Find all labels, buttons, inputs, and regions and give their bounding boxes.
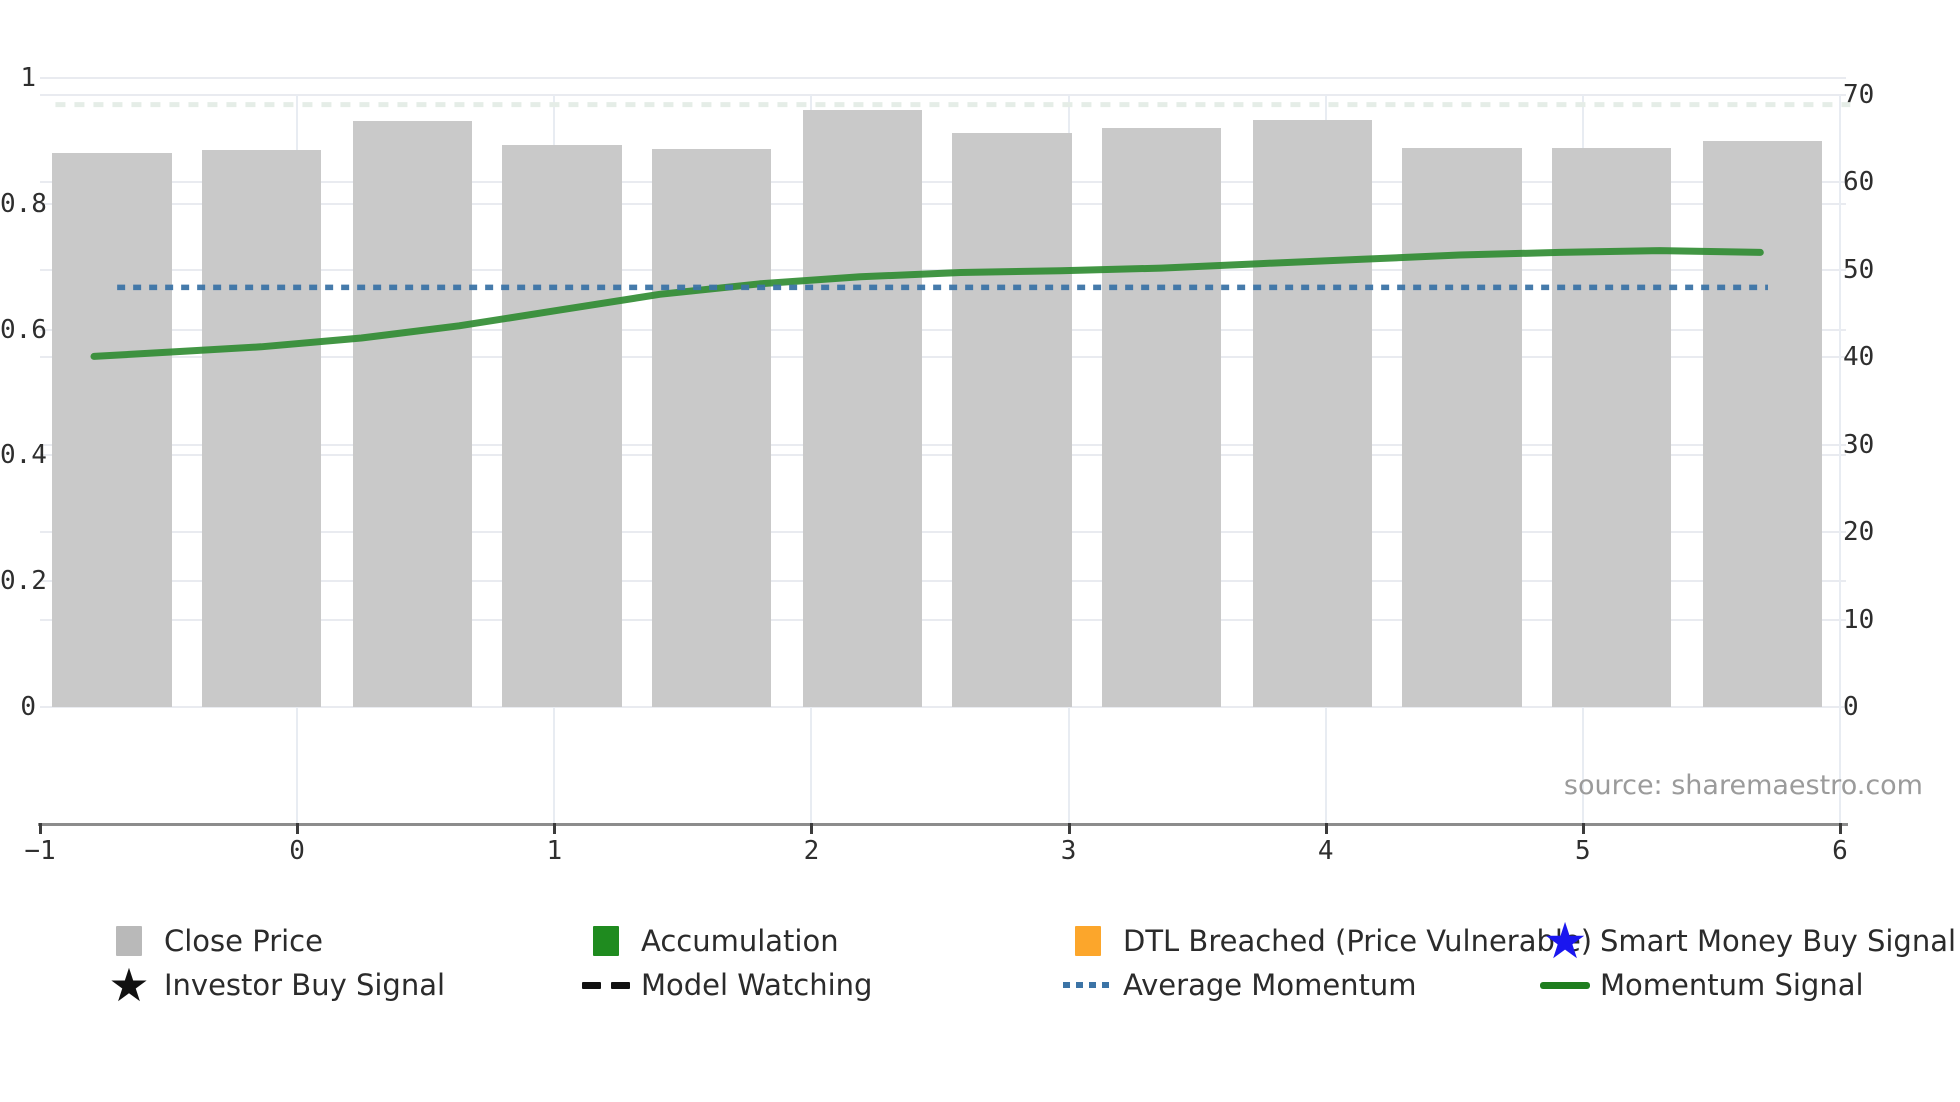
black-dashes-icon [581, 981, 631, 989]
right-axis-gridline [40, 531, 1846, 534]
source-note: source: sharemaestro.com [1563, 770, 1923, 801]
left-axis-gridline [40, 202, 1846, 205]
blue-dotted-line-icon [1063, 982, 1113, 988]
dtl-breached-swatch-icon [1063, 926, 1113, 956]
close-price-bar [201, 150, 321, 707]
x-axis-tick-label: 6 [1832, 836, 1848, 866]
close-price-bar [952, 132, 1072, 707]
x-axis-tick-label: 2 [803, 836, 820, 866]
black-star-icon: ★ [108, 958, 150, 1012]
left-axis-tick-label: 0.6 [0, 314, 47, 345]
close-price-bar [651, 149, 771, 707]
right-axis-tick-label: 40 [1843, 342, 1875, 373]
right-axis-gridline [40, 181, 1846, 184]
right-axis-tick-label: 70 [1843, 79, 1875, 110]
close-price-bar [803, 110, 923, 707]
legend-label: Average Momentum [1123, 968, 1417, 1002]
right-axis-tick-label: 60 [1843, 167, 1875, 198]
left-axis-tick-label: 1 [20, 63, 36, 93]
x-gridline [1838, 95, 1841, 823]
legend-label: Model Watching [641, 968, 873, 1002]
close-price-bar [1703, 140, 1823, 707]
left-axis-tick-label: 0.8 [0, 188, 47, 219]
legend-label: Investor Buy Signal [164, 968, 446, 1002]
green-line-icon [1540, 981, 1590, 989]
x-axis-tick-label: 3 [1060, 836, 1077, 866]
left-axis-tick-label: 0 [20, 692, 36, 722]
x-axis-tick [810, 823, 814, 834]
legend-item-close-price[interactable]: Close Price [104, 918, 323, 964]
left-axis-tick-label: 0.4 [0, 440, 47, 471]
x-axis-tick [39, 823, 42, 834]
x-axis-tick [296, 823, 300, 834]
x-axis-tick-label: 4 [1317, 836, 1334, 866]
right-axis-gridline [40, 618, 1846, 621]
right-axis-tick-label: 30 [1843, 429, 1875, 460]
right-axis-tick-label: 10 [1843, 604, 1875, 635]
close-price-bar [1253, 120, 1373, 707]
legend-item-dtl-breached[interactable]: DTL Breached (Price Vulnerable) [1063, 918, 1592, 964]
legend-label: Smart Money Buy Signal [1600, 924, 1957, 958]
legend-label: Close Price [164, 924, 323, 958]
legend-item-momentum-signal[interactable]: Momentum Signal [1540, 962, 1864, 1008]
x-axis-tick [553, 823, 557, 834]
x-axis-tick [1838, 823, 1842, 834]
right-axis-gridline [40, 93, 1846, 96]
x-axis-tick [1581, 823, 1585, 834]
legend-label: Momentum Signal [1600, 968, 1864, 1002]
x-axis-tick [1067, 823, 1071, 834]
x-axis-tick-label: 1 [546, 836, 563, 866]
legend-item-model-watching[interactable]: Model Watching [581, 962, 872, 1008]
close-price-bar [1551, 147, 1671, 707]
legend-item-smart-money-buy-signal[interactable]: ★ Smart Money Buy Signal [1540, 912, 1957, 970]
right-axis-tick-label: 20 [1843, 517, 1875, 548]
right-axis-tick-label: 50 [1843, 254, 1875, 285]
right-axis-tick-label: 0 [1843, 692, 1859, 722]
blue-star-icon: ★ [1542, 912, 1588, 970]
left-axis-gridline [40, 580, 1846, 583]
left-axis-gridline [40, 77, 1846, 79]
x-axis-tick-label: 0 [289, 836, 305, 866]
left-axis-tick-label: 0.2 [0, 566, 47, 597]
right-axis-gridline [40, 706, 1846, 708]
x-axis-tick-label: −1 [24, 836, 56, 866]
legend-item-average-momentum[interactable]: Average Momentum [1063, 962, 1417, 1008]
close-price-bar [52, 153, 172, 707]
close-price-bar [1101, 127, 1221, 707]
close-price-bar [502, 144, 622, 707]
accumulation-swatch-icon [581, 926, 631, 956]
legend-label: DTL Breached (Price Vulnerable) [1123, 924, 1593, 958]
legend-item-investor-buy-signal[interactable]: ★ Investor Buy Signal [104, 962, 445, 1008]
close-price-bar [353, 120, 473, 707]
x-axis-tick-label: 5 [1575, 836, 1591, 866]
x-axis-line [38, 823, 1848, 826]
close-price-bar [1402, 147, 1522, 707]
legend-label: Accumulation [641, 924, 839, 958]
close-price-swatch-icon [104, 926, 154, 956]
x-axis-tick [1324, 823, 1328, 834]
right-axis-gridline [40, 443, 1846, 446]
legend-item-accumulation[interactable]: Accumulation [581, 918, 839, 964]
left-axis-gridline [40, 454, 1846, 457]
